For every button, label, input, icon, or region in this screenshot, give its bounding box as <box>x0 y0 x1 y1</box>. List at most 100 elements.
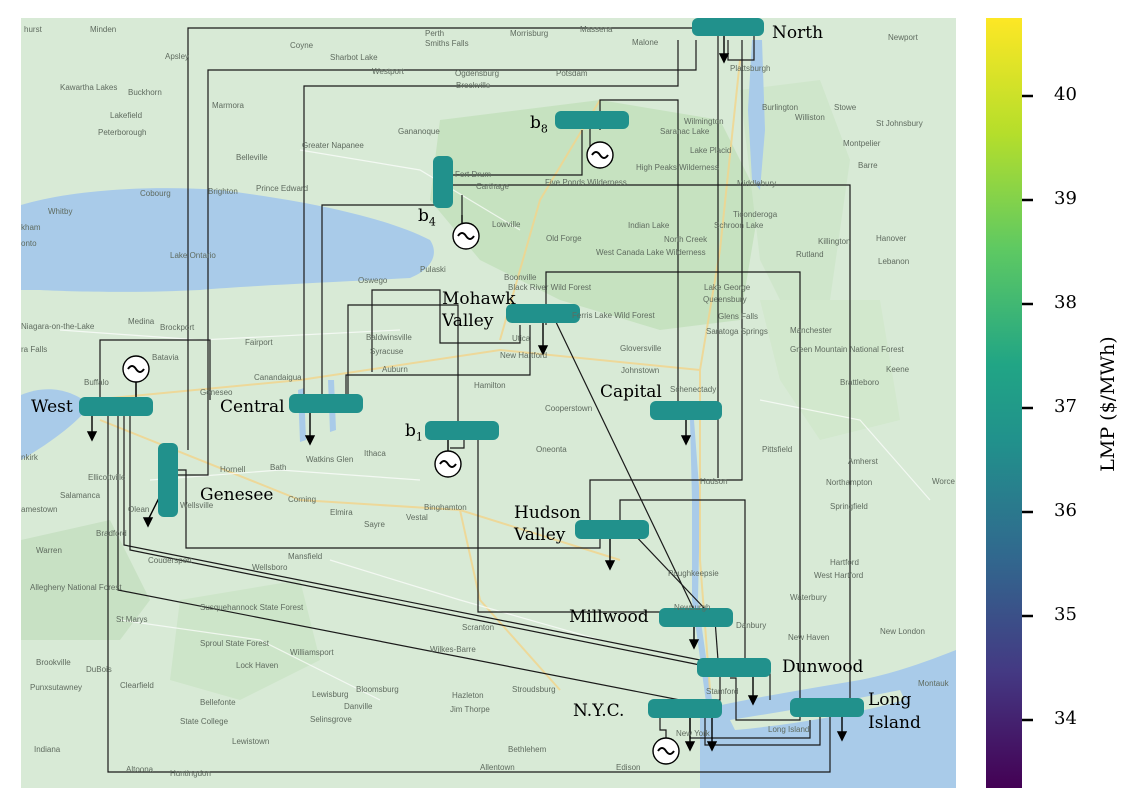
buses <box>79 18 864 718</box>
map-label-perth: Perth <box>425 29 444 38</box>
bus-label-b8-main: b <box>530 113 541 133</box>
map-label-hanover: Hanover <box>876 234 907 243</box>
map-label-hartford: Hartford <box>830 558 859 567</box>
map-label-greater: Greater Napanee <box>302 141 364 150</box>
map-label-danville: Danville <box>344 702 373 711</box>
map-label-gloversville: Gloversville <box>620 344 662 353</box>
map-label-allentown: Allentown <box>480 763 515 772</box>
map-label-glens: Glens Falls <box>718 312 758 321</box>
bus-label-b1-main: b <box>405 421 416 441</box>
map-label-massena: Massena <box>580 25 613 34</box>
map-label-ticonderoga: Ticonderoga <box>733 210 778 219</box>
map-label-saratoga: Saratoga Springs <box>706 327 768 336</box>
map-label-lewisburg: Lewisburg <box>312 690 348 699</box>
map-place-labels: hurst Minden Perth Morrisburg Massena Ma… <box>21 25 956 778</box>
map-label-newhartford: New Hartford <box>500 351 547 360</box>
map-label-stowe: Stowe <box>834 103 857 112</box>
bus-label-dunwood: Dunwood <box>782 657 864 677</box>
map-label-gananoque: Gananoque <box>398 127 440 136</box>
bus-millwood <box>659 608 733 627</box>
load-nyc-icon-2 <box>706 718 718 752</box>
map-label-schenectady: Schenectady <box>670 385 716 394</box>
map-label-stjohnsbury: St Johnsbury <box>876 119 923 128</box>
generator-west-icon <box>122 355 150 383</box>
map-label-baldwinsville: Baldwinsville <box>366 333 412 342</box>
map-label-utica: Utica <box>512 334 531 343</box>
map-label-bethlehem: Bethlehem <box>508 745 547 754</box>
map-label-allegheny: Allegheny National Forest <box>30 583 122 592</box>
bus-label-longisland-1: Long <box>868 690 912 710</box>
bus-label-millwood: Millwood <box>569 607 649 627</box>
map-label-peterborough: Peterborough <box>98 128 146 137</box>
map-label-corning: Corning <box>288 495 316 504</box>
map-label-brockport: Brockport <box>160 323 195 332</box>
map-label-williamsport: Williamsport <box>290 648 334 657</box>
map-label-cobourg: Cobourg <box>140 189 171 198</box>
bus-label-genesee: Genesee <box>200 485 274 505</box>
map-label-lakeontario: Lake Ontario <box>170 251 216 260</box>
map-label-salamanca: Salamanca <box>60 491 101 500</box>
map-label-fiveponds: Five Ponds Wilderness <box>545 178 627 187</box>
generator-b1-icon <box>434 450 462 478</box>
colorbar-tick-40: 40 <box>1054 84 1077 105</box>
colorbar-title: LMP ($/MWh) <box>1097 336 1119 472</box>
generators <box>122 141 680 765</box>
map-label-coudersport: Coudersport <box>148 556 193 565</box>
map-label-bellefonte: Bellefonte <box>200 698 236 707</box>
load-nyc-icon-1 <box>684 718 696 752</box>
map-label-susquehannock: Susquehannock State Forest <box>200 603 304 612</box>
bus-west <box>79 397 153 416</box>
colorbar-tick-35: 35 <box>1054 604 1077 625</box>
bus-label-hudson-1: Hudson <box>514 503 581 523</box>
map-label-oswego: Oswego <box>358 276 388 285</box>
map-label-plattsburgh: Plattsburgh <box>730 64 770 73</box>
generator-b4-icon <box>452 222 480 250</box>
load-dunwood-icon <box>747 676 759 706</box>
generator-b8-icon <box>586 141 614 169</box>
map-label-auburn: Auburn <box>382 365 408 374</box>
map-label-kham: kham <box>21 223 41 232</box>
map-label-bath: Bath <box>270 463 286 472</box>
map-label-watkins: Watkins Glen <box>306 455 353 464</box>
map-label-amestown: amestown <box>21 505 57 514</box>
map-label-statecollege: State College <box>180 717 229 726</box>
map-label-ellicottville: Ellicottville <box>88 473 126 482</box>
map-label-dubois: DuBois <box>86 665 112 674</box>
bus-label-west: West <box>31 397 73 417</box>
bus-label-b4: b4 <box>418 205 436 233</box>
map-label-lowville: Lowville <box>492 220 521 229</box>
map-label-selinsgrove: Selinsgrove <box>310 715 352 724</box>
map-label-hurst: hurst <box>24 25 43 34</box>
map-label-montauk: Montauk <box>918 679 950 688</box>
bus-label-b8: b8 <box>530 112 548 140</box>
bus-label-b1-sub: 1 <box>415 430 423 444</box>
map-label-kawartha: Kawartha Lakes <box>60 83 117 92</box>
map-label-blackriver: Black River Wild Forest <box>508 283 592 292</box>
map-label-stamford: Stamford <box>706 687 738 696</box>
map-label-keene: Keene <box>886 365 910 374</box>
colorbar-tick-37: 37 <box>1054 396 1077 417</box>
bus-central <box>289 394 363 413</box>
map-label-morrisburg: Morrisburg <box>510 29 548 38</box>
map-label-lewistown: Lewistown <box>232 737 269 746</box>
load-longisland-icon <box>836 716 848 742</box>
map-label-princeedward: Prince Edward <box>256 184 308 193</box>
map-label-newlondon: New London <box>880 627 925 636</box>
load-mohawk-icon <box>537 320 549 356</box>
map-label-johnstown: Johnstown <box>621 366 659 375</box>
bus-b8 <box>555 111 629 129</box>
bus-hudson <box>575 520 649 539</box>
map-label-hornell: Hornell <box>220 465 246 474</box>
map-label-highpeaks: High Peaks Wilderness <box>636 163 719 172</box>
map-label-medina: Medina <box>128 317 155 326</box>
map-label-hudsontown: Hudson <box>700 477 728 486</box>
map-label-williston: Williston <box>795 113 825 122</box>
load-central-icon <box>304 410 316 446</box>
bus-mohawk <box>506 304 580 323</box>
bus-label-b4-main: b <box>418 206 429 226</box>
map-label-onto: onto <box>21 239 37 248</box>
map-label-sharbot: Sharbot Lake <box>330 53 378 62</box>
map-label-lakegeorge: Lake George <box>704 283 751 292</box>
map-label-newyork: New York <box>676 729 711 738</box>
